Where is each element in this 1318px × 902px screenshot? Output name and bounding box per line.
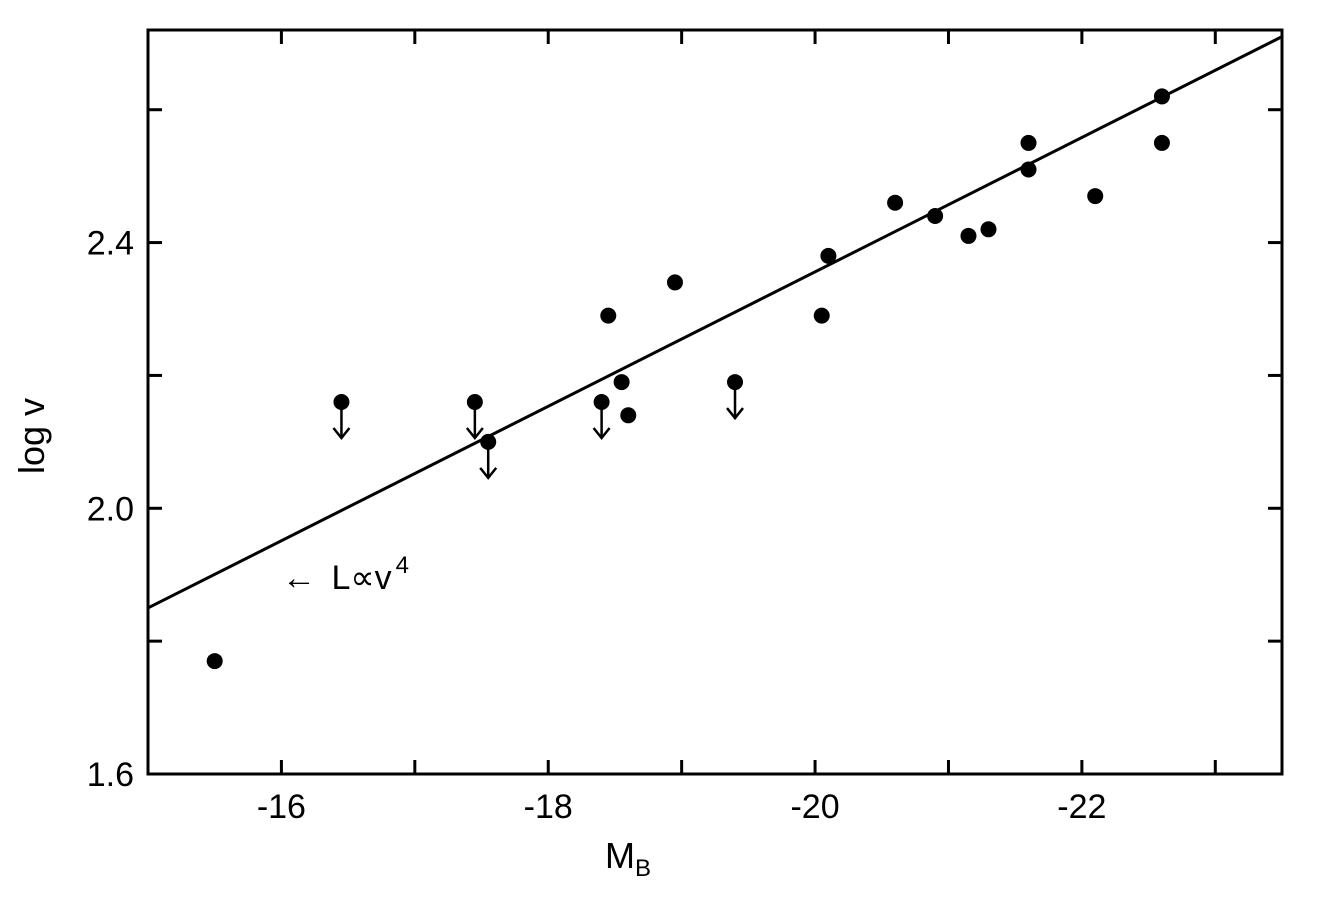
plot-frame: [146, 28, 1284, 776]
tick-labels: -16 -18 -20 -22 1.6 2.0 2.4: [87, 225, 1107, 826]
svg-text:← L∝v4: ← L∝v 4: [282, 552, 409, 597]
data-point: [813, 307, 830, 324]
y-tick-label: 2.0: [87, 490, 134, 528]
annotation-text: L∝v: [331, 559, 391, 597]
fit-line-group: [147, 35, 1283, 610]
annotation: ← L∝v 4: [282, 552, 409, 597]
x-axis-title-subscript: B: [635, 855, 651, 882]
x-axis-title: MB: [605, 835, 651, 882]
fit-line: [147, 35, 1283, 610]
y-tick-label: 1.6: [87, 756, 134, 794]
x-tick-label: -22: [1057, 788, 1106, 826]
data-point: [887, 194, 904, 211]
y-axis-title: log v: [11, 398, 52, 474]
data-point: [593, 394, 610, 410]
y-tick-label: 2.4: [87, 225, 134, 263]
data-point: [666, 274, 683, 291]
data-point: [620, 407, 637, 424]
data-point: [1087, 188, 1104, 205]
data-point: [980, 221, 997, 238]
annotation-superscript: 4: [396, 552, 409, 579]
data-point: [613, 374, 630, 391]
upper-limit-arrow: [332, 408, 351, 441]
data-point: [960, 227, 977, 244]
data-point: [1153, 134, 1170, 151]
data-points: [206, 88, 1170, 670]
upper-limit-arrow: [479, 447, 498, 480]
x-tick-label: -16: [257, 788, 306, 826]
data-point: [206, 653, 223, 670]
annotation-arrow: ←: [282, 559, 316, 597]
upper-limit-arrow: [465, 408, 484, 441]
data-point: [600, 307, 617, 324]
data-point: [1020, 161, 1037, 178]
upper-limit-arrow: [726, 388, 744, 421]
data-point: [727, 374, 744, 391]
data-point: [927, 208, 944, 224]
upper-limit-arrow: [592, 408, 611, 441]
data-point: [1020, 134, 1037, 151]
axis-ticks: [146, 30, 1282, 776]
plot-border: [146, 28, 1284, 776]
x-axis-title-main: M: [605, 835, 635, 876]
data-point: [333, 394, 350, 410]
x-tick-label: -20: [790, 788, 839, 826]
data-point: [480, 433, 497, 450]
data-point: [820, 247, 837, 264]
data-point: [466, 394, 483, 410]
x-tick-label: -18: [524, 788, 573, 826]
data-point: [1153, 88, 1170, 105]
